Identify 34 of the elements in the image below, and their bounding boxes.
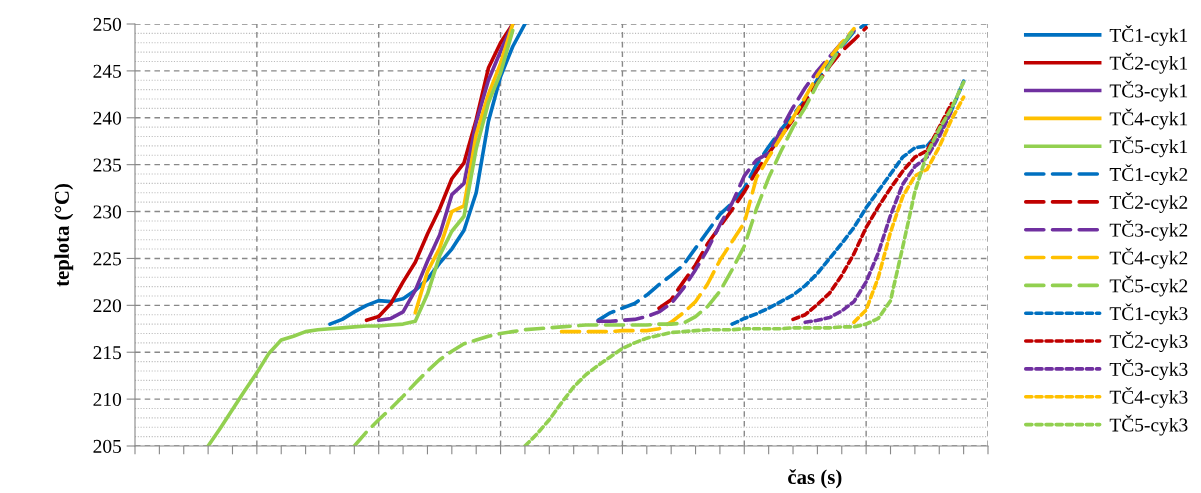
y-tick-label: 250 <box>93 17 122 31</box>
line-series <box>206 28 515 446</box>
y-tick-label: 245 <box>93 64 122 78</box>
legend-label: TČ1-cyk1 <box>1109 25 1188 46</box>
y-tick-label: 220 <box>93 299 122 313</box>
legend-label: TČ5-cyk1 <box>1109 136 1188 158</box>
y-tick-label: 210 <box>93 392 122 407</box>
legend-label: TČ2-cyk1 <box>1109 52 1188 74</box>
legend-label: TČ5-cyk2 <box>1109 275 1188 297</box>
legend-label: TČ2-cyk3 <box>1109 331 1188 353</box>
legend-label: TČ3-cyk1 <box>1109 80 1188 102</box>
line-series <box>413 24 515 315</box>
legend-label: TČ5-cyk3 <box>1109 414 1188 436</box>
line-series <box>559 26 856 334</box>
legend-label: TČ1-cyk3 <box>1109 303 1188 325</box>
legend-label: TČ4-cyk3 <box>1109 386 1188 408</box>
legend-label: TČ2-cyk2 <box>1109 192 1188 213</box>
y-tick-label: 225 <box>93 252 122 266</box>
legend-label: TČ3-cyk3 <box>1109 359 1188 380</box>
y-tick-label: 230 <box>93 205 122 219</box>
y-tick-label: 205 <box>93 439 122 453</box>
line-series <box>730 79 966 326</box>
y-tick-label: 240 <box>93 111 122 125</box>
line-series <box>657 25 868 310</box>
x-axis-title: čas (s) <box>788 469 842 489</box>
line-series <box>852 95 966 325</box>
line-series <box>523 80 966 446</box>
legend-label: TČ3-cyk2 <box>1109 219 1188 241</box>
legend-label: TČ4-cyk1 <box>1109 108 1188 130</box>
y-tick-label: 215 <box>93 346 122 360</box>
y-tick-label: 235 <box>93 158 122 172</box>
y-axis-title: teplota (°C) <box>54 184 74 287</box>
legend-label: TČ1-cyk2 <box>1109 164 1188 186</box>
legend-label: TČ4-cyk2 <box>1109 247 1188 269</box>
